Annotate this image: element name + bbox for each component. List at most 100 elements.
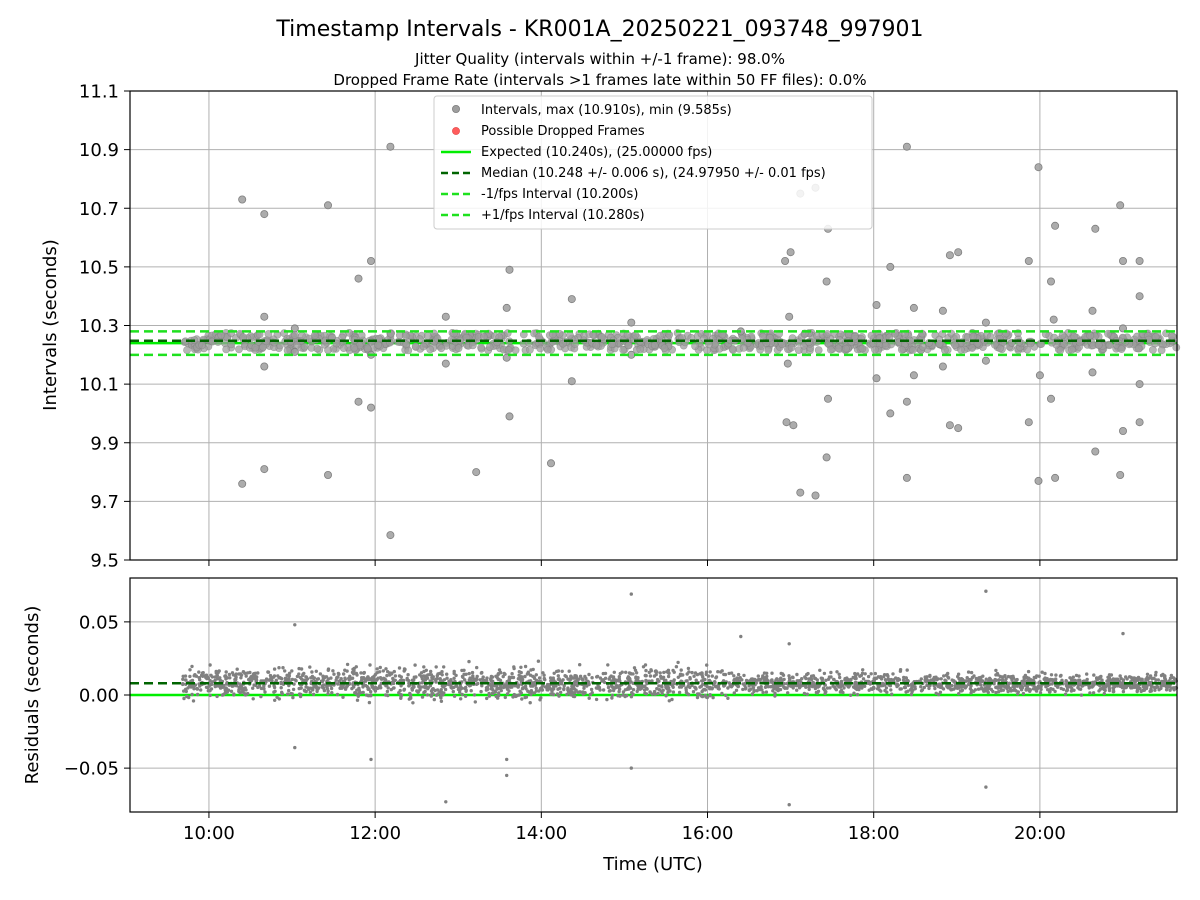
residual-point bbox=[913, 685, 917, 689]
interval-point bbox=[536, 344, 545, 353]
residual-point bbox=[451, 689, 455, 694]
residual-point bbox=[1155, 685, 1160, 689]
residual-point bbox=[936, 684, 941, 689]
residual-point bbox=[534, 689, 539, 693]
residual-point bbox=[339, 684, 343, 688]
interval-point bbox=[908, 346, 917, 354]
residual-point bbox=[644, 668, 648, 673]
residual-point bbox=[693, 685, 697, 689]
residual-point bbox=[493, 690, 497, 694]
intervals-y-tick-label: 9.7 bbox=[90, 492, 119, 513]
residual-point bbox=[1163, 675, 1167, 680]
residual-point bbox=[843, 677, 847, 681]
residual-point bbox=[532, 680, 537, 685]
residual-point bbox=[283, 669, 287, 673]
residual-point bbox=[505, 692, 510, 696]
residual-point bbox=[829, 670, 833, 675]
interval-point bbox=[571, 340, 579, 348]
residual-point bbox=[251, 686, 255, 690]
residual-point bbox=[407, 681, 411, 685]
residual-point bbox=[472, 693, 477, 697]
interval-outlier-point bbox=[1049, 315, 1058, 324]
residual-point bbox=[511, 675, 516, 680]
residual-point bbox=[464, 685, 468, 690]
residual-point bbox=[720, 669, 724, 673]
residual-point bbox=[698, 685, 702, 689]
residual-point bbox=[770, 684, 774, 689]
residual-point bbox=[450, 686, 454, 690]
residual-point bbox=[311, 688, 315, 692]
residual-point bbox=[575, 676, 579, 681]
residual-point bbox=[425, 693, 430, 697]
residual-point bbox=[280, 690, 284, 694]
residual-point bbox=[704, 695, 708, 699]
residual-point bbox=[299, 677, 304, 681]
residual-point bbox=[1171, 676, 1176, 680]
residual-point bbox=[884, 686, 889, 690]
residual-point bbox=[489, 674, 494, 679]
interval-outlier-point bbox=[502, 303, 511, 312]
residual-point bbox=[220, 693, 225, 697]
residual-point bbox=[931, 677, 936, 681]
residual-point bbox=[357, 686, 361, 690]
residual-point bbox=[919, 677, 923, 681]
residual-point bbox=[392, 669, 396, 674]
residual-point bbox=[438, 678, 443, 683]
interval-outlier-point bbox=[1091, 224, 1100, 233]
interval-outlier-point bbox=[822, 277, 831, 286]
residual-point bbox=[343, 668, 347, 672]
interval-point bbox=[1058, 331, 1067, 340]
dropped-frame-rate-subtitle: Dropped Frame Rate (intervals >1 frames … bbox=[333, 71, 866, 89]
residual-point bbox=[523, 684, 528, 688]
residual-point bbox=[1040, 670, 1044, 674]
interval-outlier-point bbox=[386, 142, 395, 151]
residual-point bbox=[583, 674, 587, 679]
residual-point bbox=[938, 690, 943, 694]
residual-point bbox=[397, 666, 402, 670]
residual-point bbox=[463, 678, 467, 682]
residual-point bbox=[378, 665, 382, 670]
residual-outlier-point bbox=[1121, 631, 1125, 636]
residual-point bbox=[750, 677, 755, 681]
interval-point bbox=[759, 332, 767, 341]
residual-point bbox=[410, 686, 414, 691]
residual-point bbox=[834, 688, 838, 692]
residual-point bbox=[770, 671, 774, 675]
residual-point bbox=[1072, 678, 1077, 683]
residual-point bbox=[846, 683, 851, 688]
residual-point bbox=[888, 684, 893, 688]
residual-point bbox=[1123, 684, 1127, 689]
residual-point bbox=[759, 685, 763, 689]
interval-outlier-point bbox=[1119, 426, 1128, 435]
residual-point bbox=[950, 687, 954, 692]
residual-point bbox=[480, 677, 485, 681]
interval-point bbox=[941, 346, 949, 355]
residual-point bbox=[182, 696, 186, 701]
residual-point bbox=[475, 674, 479, 679]
residual-point bbox=[742, 673, 746, 678]
residual-point bbox=[905, 678, 910, 683]
residual-point bbox=[188, 674, 192, 679]
interval-outlier-point bbox=[1116, 470, 1125, 479]
legend-item-dropped-frames: Possible Dropped Frames bbox=[452, 124, 645, 139]
interval-outlier-point bbox=[505, 412, 514, 421]
interval-point bbox=[183, 346, 191, 354]
residuals-y-ticks: −0.05 0.00 0.05 bbox=[64, 612, 130, 780]
interval-point bbox=[1172, 343, 1181, 352]
residual-point bbox=[1032, 675, 1037, 680]
residual-point bbox=[896, 677, 900, 681]
residual-point bbox=[700, 679, 704, 683]
interval-point bbox=[951, 341, 959, 349]
residual-point bbox=[1087, 686, 1091, 690]
interval-outlier-point bbox=[909, 303, 918, 312]
residual-point bbox=[626, 677, 631, 681]
residual-point bbox=[743, 684, 747, 688]
residual-point bbox=[569, 692, 573, 697]
residual-point bbox=[259, 694, 263, 699]
residual-point bbox=[354, 671, 359, 676]
residual-point bbox=[726, 686, 730, 690]
residual-point bbox=[654, 672, 658, 677]
x-tick-label: 12:00 bbox=[349, 823, 401, 844]
residual-point bbox=[936, 677, 940, 681]
residual-point bbox=[578, 674, 583, 678]
